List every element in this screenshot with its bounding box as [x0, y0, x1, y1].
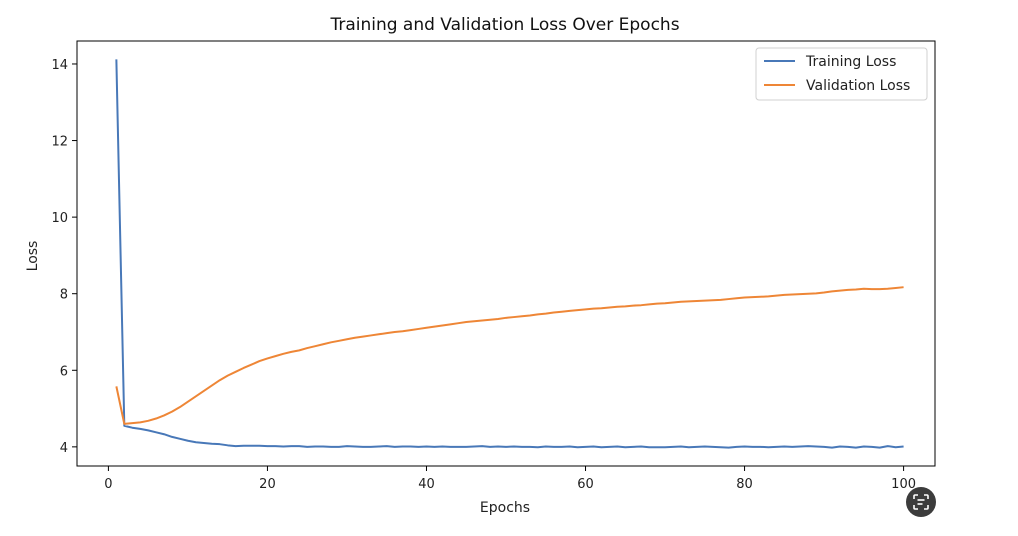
x-axis-label: Epochs [480, 500, 530, 516]
plot-frame [76, 40, 936, 467]
legend-label-validation: Validation Loss [806, 78, 910, 94]
y-axis-label: Loss [25, 241, 41, 272]
x-axis: 0 20 40 60 80 100 [104, 466, 916, 492]
x-tick-label: 80 [736, 477, 753, 492]
x-tick-label: 100 [891, 477, 916, 492]
series-layer [115, 59, 904, 449]
y-axis: 4 6 8 10 12 14 [51, 58, 77, 456]
lens-search-button[interactable] [906, 487, 936, 517]
y-tick-label: 8 [60, 288, 68, 303]
x-tick-label: 20 [259, 477, 276, 492]
chart-title: Training and Validation Loss Over Epochs [329, 15, 679, 35]
legend-box [755, 47, 928, 101]
y-tick-label: 14 [51, 58, 68, 73]
x-tick-label: 0 [104, 477, 112, 492]
lens-search-icon [913, 494, 929, 510]
training-loss-line [115, 59, 904, 449]
y-tick-label: 10 [51, 211, 68, 226]
legend-label-training: Training Loss [805, 54, 896, 70]
x-tick-label: 40 [418, 477, 435, 492]
y-tick-label: 6 [60, 364, 68, 379]
validation-loss-line [115, 286, 904, 425]
legend: Training Loss Validation Loss [755, 47, 928, 101]
x-tick-label: 60 [577, 477, 594, 492]
y-tick-label: 4 [60, 441, 68, 456]
y-tick-label: 12 [51, 135, 68, 150]
